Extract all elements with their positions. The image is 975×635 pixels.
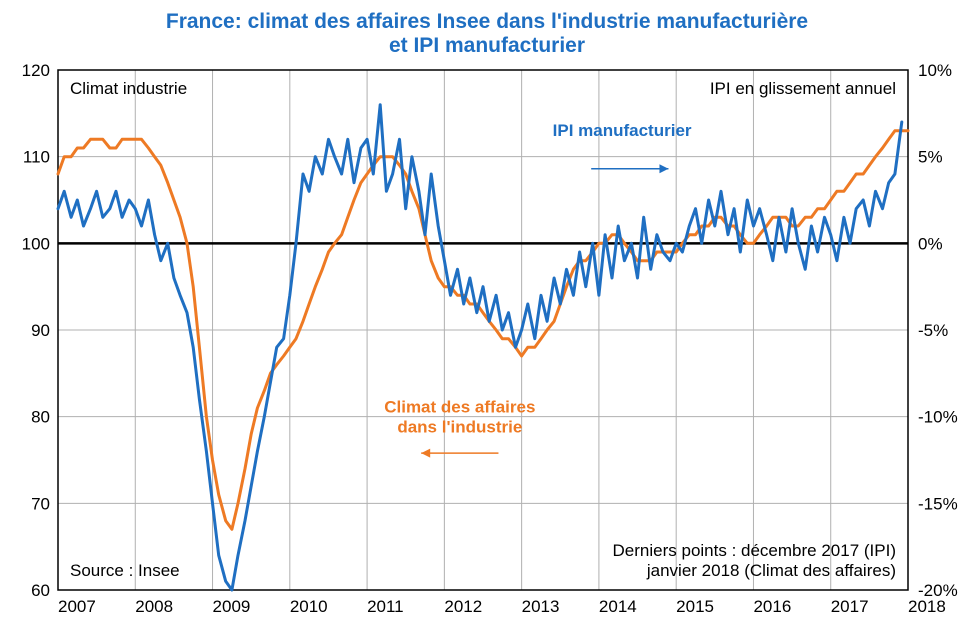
chart-svg: France: climat des affaires Insee dans l… [0, 0, 975, 635]
last-points-line-1: Derniers points : décembre 2017 (IPI) [613, 541, 896, 560]
x-tick-label: 2008 [135, 597, 173, 616]
y-right-tick-label: -20% [918, 581, 958, 600]
x-tick-label: 2015 [676, 597, 714, 616]
x-tick-label: 2017 [831, 597, 869, 616]
x-tick-label: 2007 [58, 597, 96, 616]
x-tick-label: 2014 [599, 597, 637, 616]
y-left-tick-label: 60 [31, 581, 50, 600]
x-tick-label: 2016 [753, 597, 791, 616]
chart-title-line-2: et IPI manufacturier [389, 34, 585, 57]
y-left-tick-label: 120 [22, 61, 50, 80]
climat-arrow-head [421, 449, 430, 458]
y-left-axis-label: Climat industrie [70, 79, 187, 98]
chart-container: France: climat des affaires Insee dans l… [0, 0, 975, 635]
series-ipi-line [58, 105, 902, 590]
source-label: Source : Insee [70, 561, 180, 580]
y-left-tick-label: 90 [31, 321, 50, 340]
series-climat-label-line-2: dans l'industrie [397, 417, 522, 436]
last-points-line-2: janvier 2018 (Climat des affaires) [646, 561, 896, 580]
chart-title-line-1: France: climat des affaires Insee dans l… [166, 10, 808, 33]
y-left-tick-label: 110 [23, 148, 50, 167]
y-right-tick-label: 10% [918, 61, 952, 80]
x-tick-label: 2009 [213, 597, 251, 616]
y-right-tick-label: -5% [918, 321, 948, 340]
x-tick-label: 2012 [444, 597, 482, 616]
y-left-tick-label: 80 [31, 408, 50, 427]
y-left-tick-label: 100 [22, 234, 50, 253]
series-climat-label-line-1: Climat des affaires [384, 397, 535, 416]
y-left-tick-label: 70 [31, 494, 50, 513]
y-right-axis-label: IPI en glissement annuel [710, 79, 896, 98]
x-tick-label: 2010 [290, 597, 328, 616]
y-right-tick-label: 5% [918, 148, 943, 167]
y-right-tick-label: -15% [918, 494, 958, 513]
y-right-tick-label: -10% [918, 408, 958, 427]
ipi-arrow-head [659, 164, 668, 173]
y-right-tick-label: 0% [918, 234, 943, 253]
x-tick-label: 2011 [367, 597, 404, 616]
x-tick-label: 2013 [522, 597, 560, 616]
series-ipi-label: IPI manufacturier [553, 121, 692, 140]
